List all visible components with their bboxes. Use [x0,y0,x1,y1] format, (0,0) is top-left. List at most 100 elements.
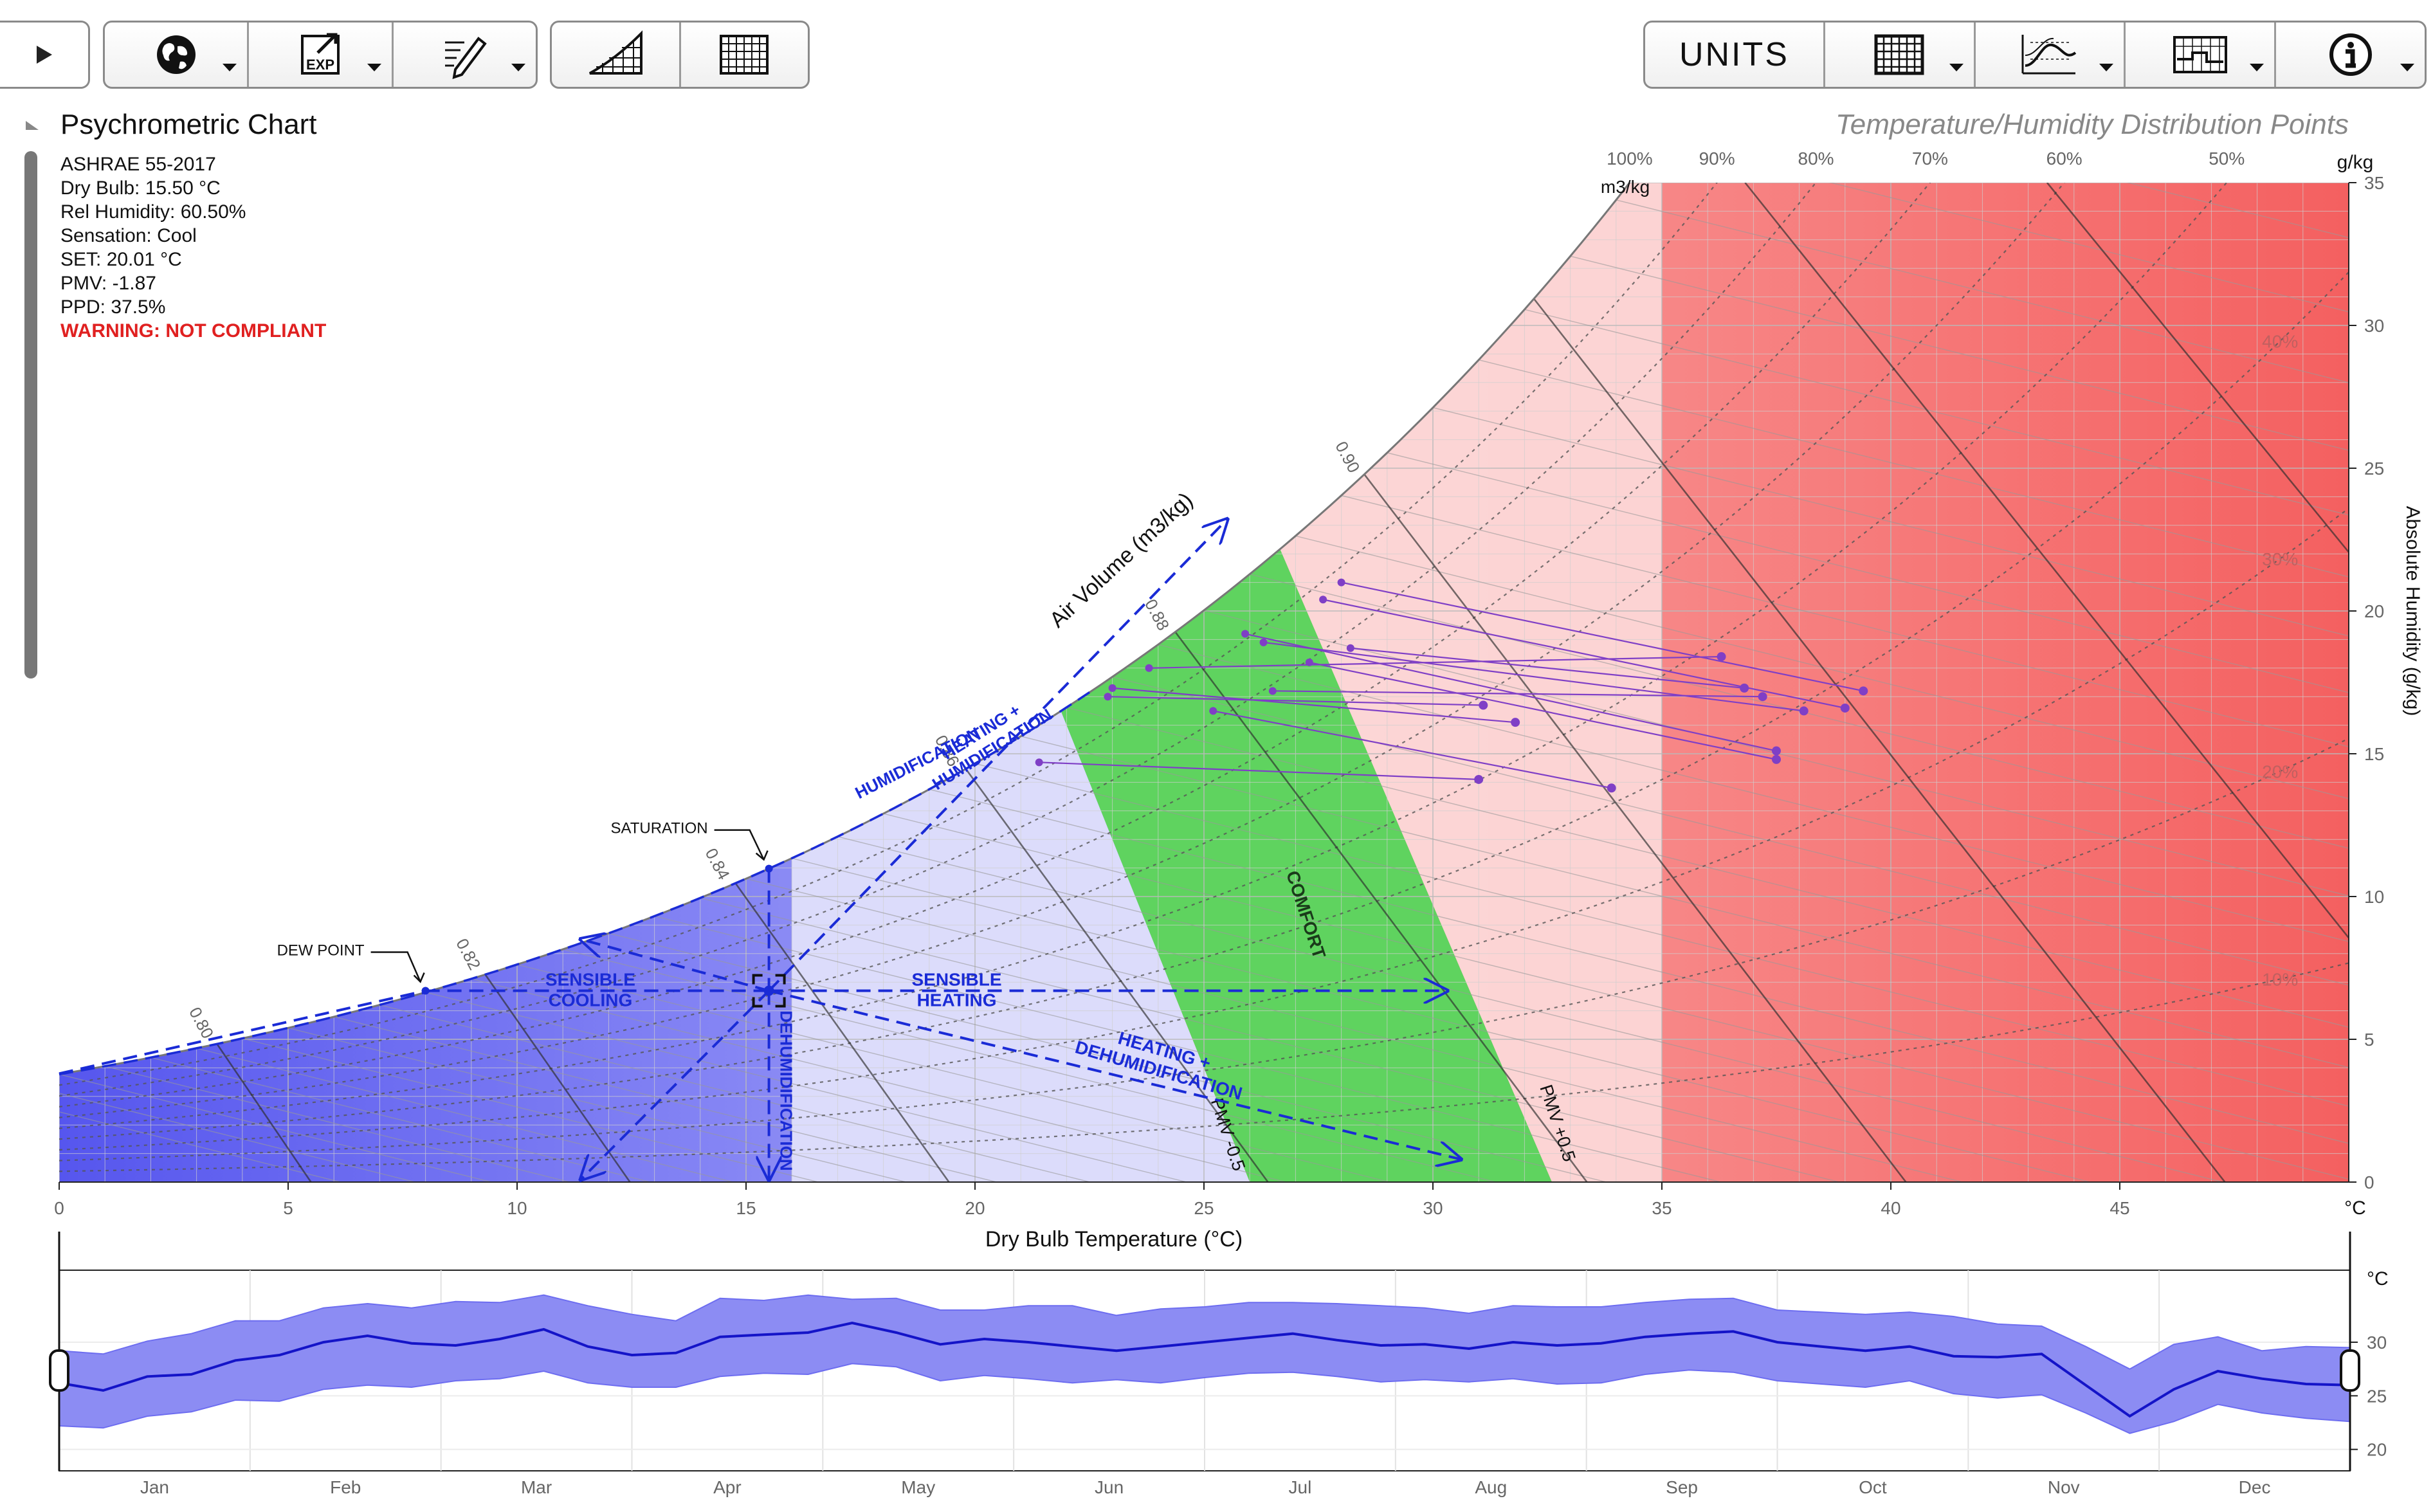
dew-point-callout [370,951,421,983]
y-unit-label: g/kg [2337,152,2374,173]
panel-scroll-handle[interactable] [24,151,37,679]
heating-dehumidification-arrow [769,989,1461,1160]
distribution-segment [1337,578,1868,696]
wet-bulb-line [563,949,1497,1182]
info-panel: ASHRAE 55-2017 Dry Bulb: 15.50 °C Rel Hu… [60,154,326,342]
info-set: SET: 20.01 °C [60,249,182,270]
sensible-heating-label-line: SENSIBLE [912,970,1002,990]
x-axis-title: Dry Bulb Temperature (°C) [985,1227,1243,1252]
timeline-axis: Jan Feb Mar Apr May Jun Jul Aug Sep Oct Nov Dec 20 25… [140,1268,2389,1497]
info-warning: WARNING: NOT COMPLIANT [60,320,326,342]
x-tick-label: 0 [54,1198,64,1218]
wet-bulb-line [745,878,1963,1182]
curve-button[interactable] [552,23,681,87]
x-tick-label: 10 [507,1198,527,1218]
export-button[interactable]: EXP [249,23,394,87]
x-tick-label: 5 [283,1198,293,1218]
distribution-point-start [1241,630,1250,638]
units-button[interactable]: UNITS [1645,23,1825,87]
distribution-line [1272,690,1763,698]
wet-bulb-line [1524,309,2349,1182]
x-unit-label: °C [2344,1198,2366,1219]
wet-bulb-lines [59,183,2349,1182]
y-axis-title: Absolute Humidity (g/kg) [2402,506,2423,716]
grid-button[interactable] [681,23,808,87]
y-tick-label: 25 [2364,459,2384,478]
chart-axes: 0 5 10 15 20 25 30 35 40 45 0 5 10 15 20 25 30 35 °C g/kg Dr… [54,152,2423,1252]
saturation-process-line [59,691,1090,1076]
timeline-month-label: Dec [2239,1477,2271,1497]
distribution-point-start [1104,693,1112,701]
distribution-point-start [1035,758,1043,767]
wet-bulb-line [837,836,2223,1182]
expand-panel-button[interactable] [0,21,90,89]
timeline-left-handle[interactable] [49,1349,69,1392]
distribution-point-start [1209,707,1217,715]
toolbar-group-view [550,21,810,89]
grid-icon [1874,34,1924,75]
info-ppd: PPD: 37.5% [60,296,165,318]
wet-bulb-line [654,915,1721,1182]
edit-button[interactable] [394,23,536,87]
distribution-point-end [1772,746,1781,756]
wet-bulb-line [974,763,2349,1182]
wet-bulb-line [792,857,2090,1182]
distribution-line [1149,655,1722,669]
distribution-point-end [1772,754,1781,764]
x-tick-label: 25 [1194,1198,1214,1218]
distribution-point-start [1145,664,1153,672]
rh-inner-label: 20% [2262,761,2298,781]
x-tick-label: 30 [1423,1198,1443,1218]
sensible-cooling-label-line: COOLING [549,990,633,1010]
globe-button[interactable] [105,23,250,87]
x-tick-label: 45 [2110,1198,2129,1218]
distribution-points [1035,578,1868,793]
rh-curve [59,183,1938,1107]
chart-title: Psychrometric Chart [60,109,317,140]
timeline-right-handle[interactable] [2340,1349,2360,1392]
info-button[interactable] [2276,23,2425,87]
distribution-point-end [1474,774,1484,784]
air-volume-label: Air Volume (m3/kg) [1045,487,1198,632]
distribution-point-end [1511,718,1520,727]
wet-bulb-line [1295,535,2349,1182]
rh-top-label: 100% [1607,149,1653,169]
wet-bulb-line [287,1027,906,1182]
units-label: UNITS [1679,36,1789,73]
distribution-point-end [1758,692,1767,702]
distribution-segment [1108,684,1520,727]
rh-inner-label: 10% [2262,969,2298,989]
distribution-line [1244,633,1777,752]
distribution-point-end [1799,706,1809,716]
sensible-heating-label-line: HEATING [917,990,997,1010]
relative-humidity-curves [59,183,2349,1172]
info-sensation: Sensation: Cool [60,225,197,246]
distribution-segment [1145,652,1726,672]
saturation-label: SATURATION [610,820,707,837]
distribution-point-end [1717,652,1726,662]
distribution-point-end [1840,703,1850,713]
toolbar-group-file: EXP [103,21,538,89]
timeline-month-label: Jun [1095,1477,1124,1497]
collapse-triangle-icon[interactable] [26,121,39,130]
timeline-y-tick-label: 30 [2367,1333,2387,1353]
info-dry-bulb: Dry Bulb: 15.50 °C [60,178,221,199]
wet-bulb-line [425,992,1187,1182]
current-state-crosshair [752,974,786,1008]
wet-bulb-line [1021,736,2349,1182]
wet-bulb-line [1203,610,2349,1182]
rh-top-label: 90% [1699,149,1735,169]
current-state-dot [763,985,774,996]
wet-bulb-line [1570,255,2349,1182]
psychro-chart-icon [2021,35,2077,75]
grid-options-button[interactable] [1825,23,1976,87]
timeline-button[interactable] [2126,23,2277,87]
distribution-point-end [1607,783,1616,793]
rh-top-label: 70% [1912,149,1948,169]
x-tick-label: 15 [736,1198,756,1218]
distribution-point-end [1859,686,1868,696]
psychro-chart-button[interactable] [1976,23,2126,87]
rh-curve [59,271,2349,1140]
